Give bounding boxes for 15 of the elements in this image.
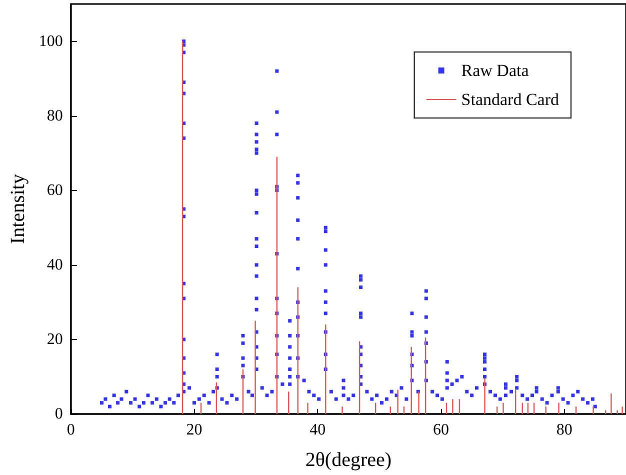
y-tick-label: 80	[46, 107, 63, 124]
y-tick-label: 100	[38, 32, 63, 50]
y-axis-title: Intensity	[7, 174, 29, 244]
x-tick-label: 0	[66, 422, 75, 438]
y-tick-label: 20	[46, 330, 63, 348]
y-tick-label: 60	[46, 182, 63, 199]
y-tick-label: 40	[46, 256, 63, 274]
x-axis-title: 2θ(degree)	[305, 449, 392, 471]
x-tick-label: 20	[186, 422, 202, 438]
legend-label: Raw Data	[461, 61, 530, 80]
x-tick-label: 40	[310, 422, 326, 438]
x-tick-label: 80	[556, 422, 572, 438]
y-tick-label: 0	[54, 406, 63, 422]
x-tick-label: 60	[432, 422, 449, 438]
legend-label: Standard Card	[461, 90, 560, 109]
